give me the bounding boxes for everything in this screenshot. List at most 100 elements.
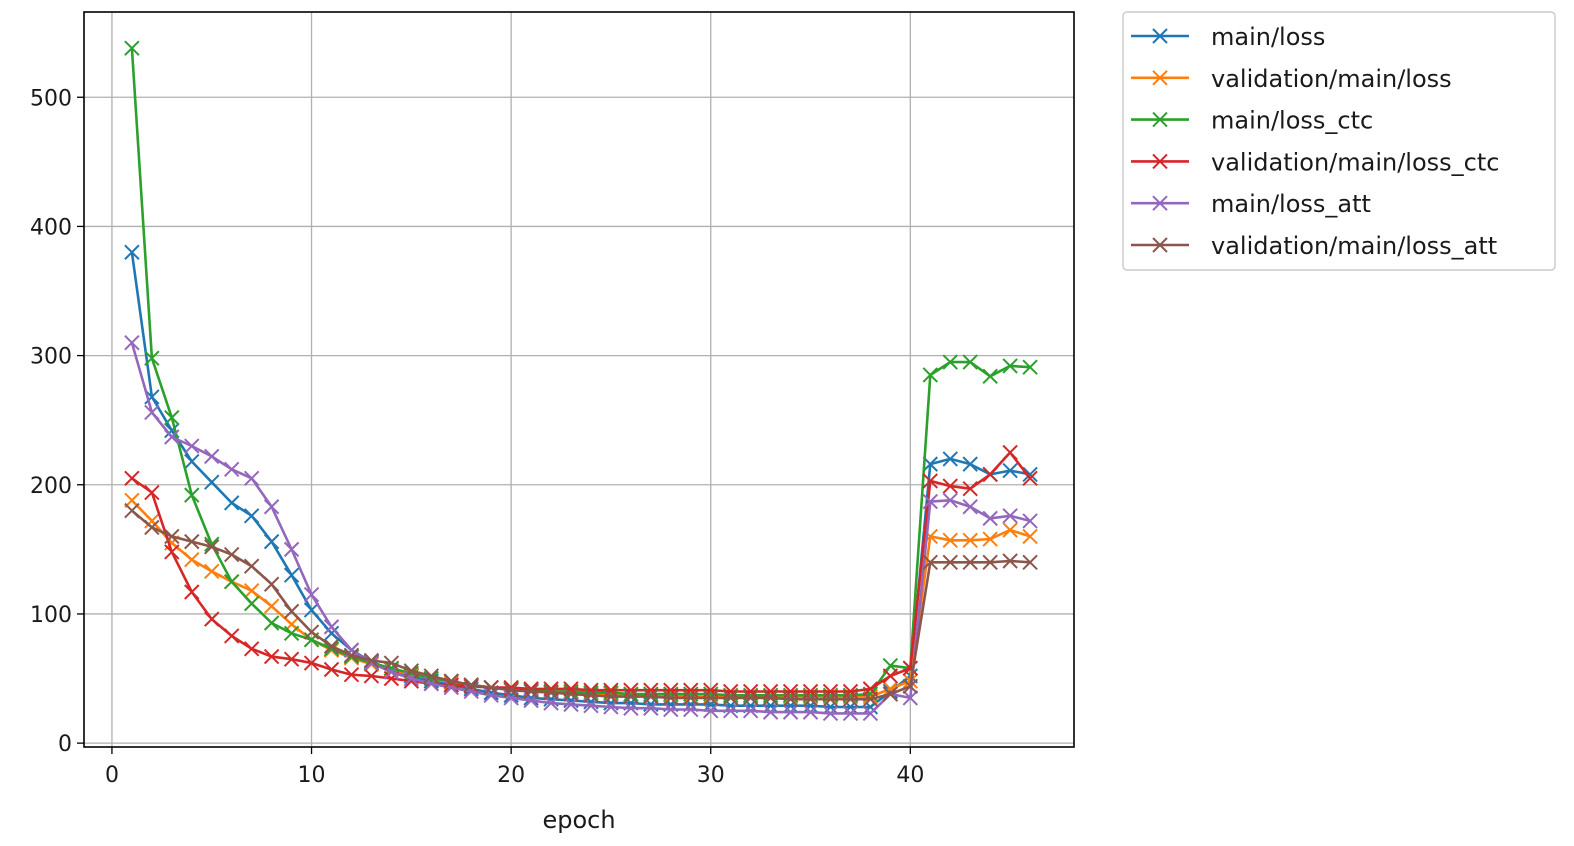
- plot-background: [84, 12, 1074, 747]
- data-point: [922, 554, 938, 570]
- data-point: [263, 499, 280, 515]
- data-point: [583, 687, 599, 704]
- data-point: [463, 677, 479, 693]
- legend-item: main/loss: [1131, 23, 1325, 51]
- data-point: [403, 670, 420, 687]
- data-point: [882, 668, 899, 684]
- data-point: [1022, 513, 1038, 529]
- data-point: [303, 624, 320, 640]
- data-point: [164, 544, 180, 560]
- data-point: [802, 683, 819, 700]
- legend-marker: [1152, 153, 1168, 170]
- data-point: [762, 683, 779, 700]
- legend-marker: [1152, 28, 1168, 44]
- y-tick-label: 0: [58, 732, 72, 757]
- data-point: [124, 40, 140, 56]
- data-point: [962, 480, 978, 497]
- x-tick-label: 40: [896, 763, 924, 788]
- legend-item: validation/main/loss_att: [1131, 232, 1497, 260]
- data-point: [223, 461, 240, 477]
- data-point: [982, 466, 998, 483]
- data-point: [782, 704, 799, 720]
- data-point: [184, 551, 200, 568]
- data-point: [722, 683, 739, 700]
- data-point: [982, 554, 998, 570]
- data-point: [323, 619, 340, 635]
- data-point: [223, 495, 240, 511]
- data-point: [124, 470, 140, 487]
- data-point: [323, 638, 340, 654]
- series-line: [131, 451, 1032, 693]
- x-tick-label: 30: [697, 763, 725, 788]
- data-point: [423, 675, 440, 692]
- data-point: [862, 691, 879, 707]
- data-point: [683, 682, 699, 698]
- data-point: [703, 703, 719, 719]
- data-point: [184, 438, 200, 454]
- data-point: [563, 683, 579, 700]
- data-point: [942, 532, 958, 549]
- data-point: [164, 409, 180, 426]
- data-point: [483, 687, 499, 704]
- data-point: [842, 691, 859, 707]
- data-point: [962, 532, 978, 549]
- data-point: [124, 502, 140, 519]
- data-point: [283, 567, 300, 583]
- data-point: [223, 573, 240, 590]
- data-point: [982, 510, 998, 527]
- data-point: [643, 682, 659, 698]
- data-point: [523, 681, 539, 697]
- data-point: [902, 678, 919, 694]
- legend-label: validation/main/loss_ctc: [1211, 148, 1499, 176]
- y-tick-label: 100: [30, 603, 72, 628]
- data-point: [283, 541, 300, 558]
- data-point: [623, 700, 639, 716]
- data-point: [942, 554, 958, 570]
- data-point: [223, 628, 240, 644]
- series-6: [124, 502, 1038, 707]
- data-point: [623, 688, 639, 705]
- data-point: [822, 705, 839, 722]
- plot-frame: [83, 11, 1075, 748]
- y-tick-label: 200: [30, 474, 72, 499]
- data-point: [383, 655, 400, 671]
- data-point: [403, 663, 420, 679]
- legend-item: validation/main/loss_ctc: [1131, 148, 1499, 176]
- data-point: [703, 690, 719, 706]
- legend-marker: [1152, 237, 1168, 253]
- data-point: [822, 683, 839, 700]
- data-point: [1002, 553, 1018, 569]
- x-axis: 0 10 20 30 40: [105, 747, 924, 788]
- data-point: [423, 668, 440, 684]
- y-tick-label: 400: [30, 215, 72, 240]
- data-point: [144, 404, 160, 421]
- data-point: [742, 690, 759, 706]
- data-point: [503, 682, 519, 698]
- data-point: [802, 691, 819, 707]
- legend-item: main/loss_ctc: [1131, 107, 1373, 135]
- data-point: [184, 533, 200, 550]
- data-point: [782, 691, 799, 707]
- data-point: [144, 350, 160, 366]
- data-point: [283, 625, 300, 642]
- data-point: [204, 448, 220, 465]
- data-point: [1022, 359, 1038, 375]
- data-point: [603, 688, 619, 705]
- legend-label: main/loss: [1211, 23, 1325, 51]
- data-point: [343, 666, 360, 683]
- data-point: [124, 334, 140, 351]
- legend-item: main/loss_att: [1131, 190, 1371, 218]
- legend-marker: [1152, 195, 1168, 211]
- data-point: [243, 641, 260, 657]
- data-point: [1002, 444, 1018, 461]
- data-point: [842, 705, 859, 722]
- data-point: [922, 367, 938, 383]
- data-point: [164, 528, 180, 545]
- data-point: [263, 598, 280, 614]
- data-point: [223, 546, 240, 563]
- data-point: [483, 679, 499, 696]
- data-point: [962, 554, 978, 570]
- data-point: [283, 651, 300, 667]
- data-point: [742, 703, 759, 719]
